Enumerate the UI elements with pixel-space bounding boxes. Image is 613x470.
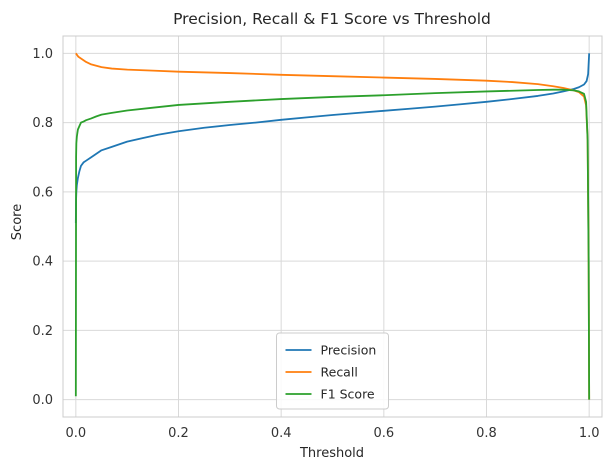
precision-line: [74, 53, 591, 224]
x-axis: 0.0 0.2 0.4 0.6 0.8 1.0: [65, 426, 599, 441]
y-tick-label: 0.4: [32, 255, 53, 270]
legend-label-recall: Recall: [321, 365, 358, 380]
legend-box: [276, 332, 389, 410]
legend-label-precision: Precision: [321, 343, 377, 358]
x-tick-label: 0.0: [65, 426, 86, 441]
f1-score-line: [74, 88, 591, 400]
y-tick-label: 0.2: [32, 324, 53, 339]
legend-label-f1-score: F1 Score: [321, 387, 375, 402]
y-axis: 0.0 0.2 0.4 0.6 0.8 1.0: [32, 47, 53, 408]
y-tick-label: 0.6: [32, 185, 53, 200]
y-tick-label: 0.8: [32, 116, 53, 131]
series-layer: [74, 52, 591, 400]
plot-area: [62, 35, 603, 418]
y-axis-title: Score: [10, 204, 25, 240]
x-axis-title: Threshold: [299, 446, 364, 461]
recall-line: [75, 52, 591, 400]
chart-title: Precision, Recall & F1 Score vs Threshol…: [173, 10, 491, 28]
y-tick-label: 0.0: [32, 393, 53, 408]
x-tick-label: 1.0: [579, 426, 600, 441]
legend: Precision Recall F1 Score: [276, 332, 389, 410]
x-tick-label: 0.2: [168, 426, 189, 441]
x-tick-label: 0.8: [476, 426, 497, 441]
x-tick-label: 0.4: [271, 426, 292, 441]
x-tick-label: 0.6: [373, 426, 394, 441]
plot-frame: [62, 35, 603, 418]
y-tick-label: 1.0: [32, 47, 53, 62]
